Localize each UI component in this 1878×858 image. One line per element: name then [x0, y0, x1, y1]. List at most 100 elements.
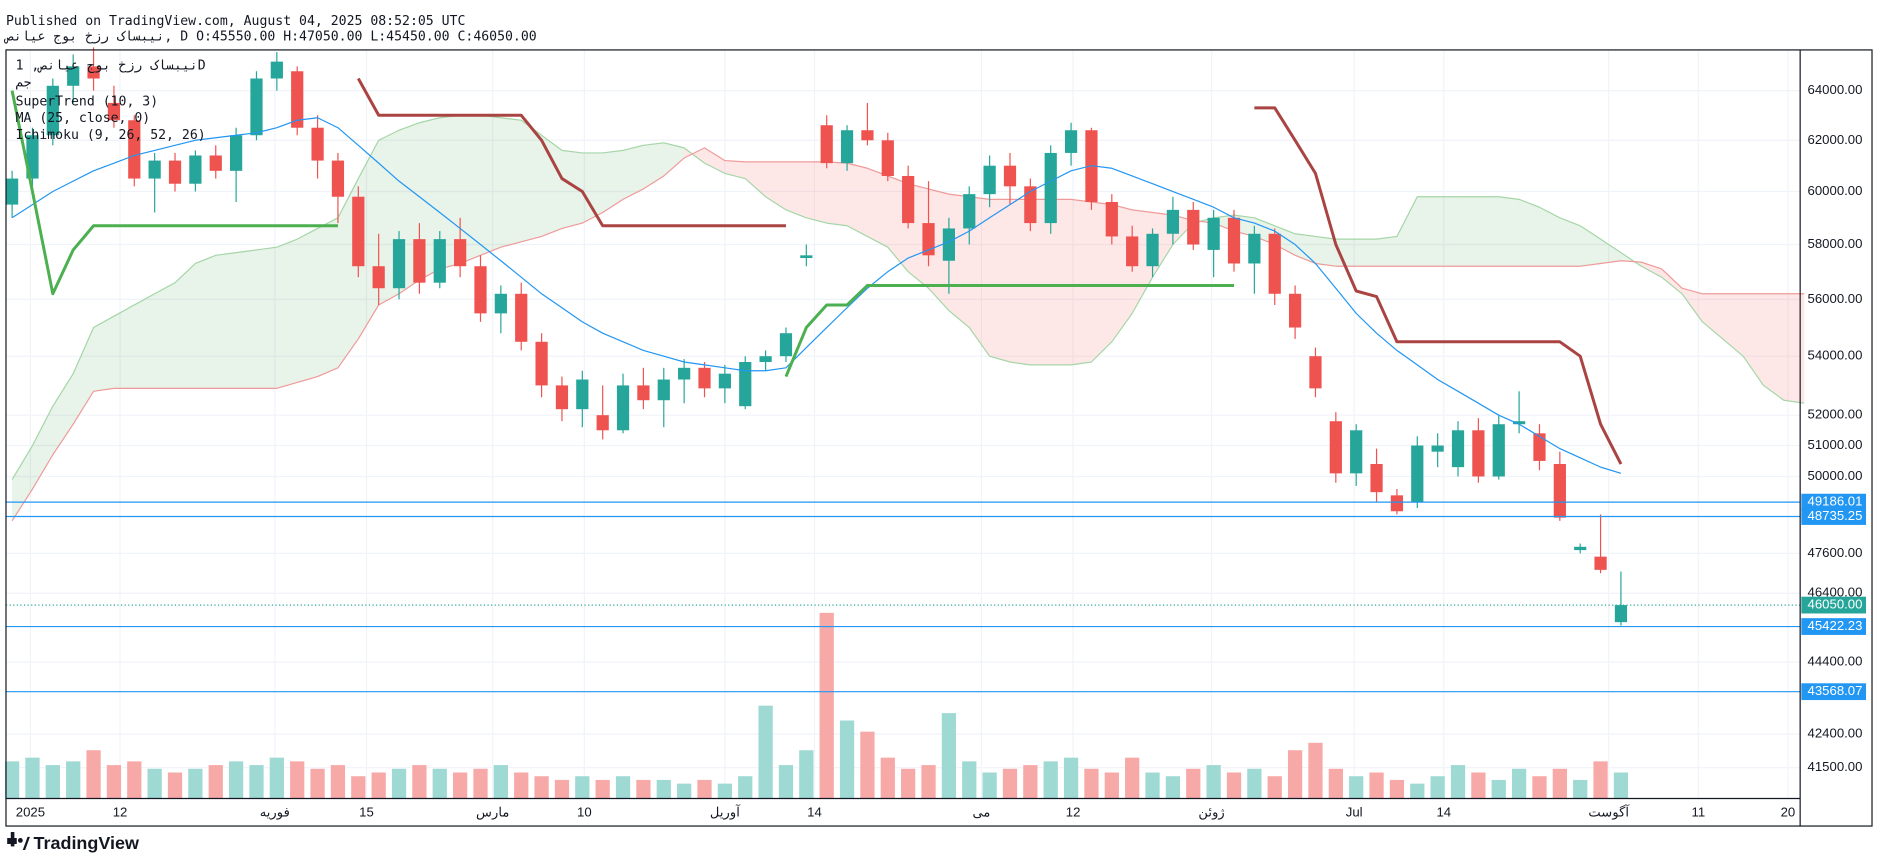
- volume-bar: [901, 768, 916, 799]
- candle-body: [1207, 217, 1220, 250]
- cloud-segment: [1315, 236, 1336, 267]
- cloud-segment: [623, 145, 644, 200]
- published-note: Published on TradingView.com, August 04,…: [6, 14, 465, 29]
- cloud-segment: [785, 161, 807, 218]
- volume-bar: [493, 765, 508, 799]
- supertrend-up: [10, 90, 1235, 378]
- volume-bar: [66, 761, 81, 799]
- symbol-ohlc: نیبساک رزخ بوج عیانص, D O:45550.00 H:470…: [3, 30, 537, 45]
- candle-body: [922, 223, 935, 256]
- volume-bar: [819, 612, 834, 799]
- candle-body: [189, 155, 202, 184]
- candle-body: [963, 194, 976, 229]
- candle-body: [576, 379, 589, 410]
- cloud-segment: [297, 228, 318, 383]
- volume-bar: [228, 761, 244, 799]
- candle-body: [372, 266, 385, 289]
- volume-bar: [799, 750, 814, 799]
- span-a-line: [11, 114, 1805, 480]
- candle-body: [759, 356, 772, 362]
- y-tick-label: 56000.00: [1808, 291, 1863, 306]
- ma-line: [11, 117, 1622, 474]
- x-tick-label: 14: [1436, 804, 1451, 819]
- candle-body: [1472, 430, 1485, 477]
- candle-body: [1553, 464, 1566, 518]
- cloud-segment: [52, 373, 74, 455]
- candle-body: [739, 361, 752, 407]
- volume-bar: [167, 772, 183, 799]
- x-tick-label: 2025: [16, 804, 45, 819]
- level-tag: [1801, 508, 1867, 525]
- cloud-segment: [928, 188, 949, 311]
- cloud-segment: [73, 327, 94, 425]
- cloud-segment: [1274, 225, 1296, 256]
- volume-bar: [4, 761, 20, 799]
- volume-bar: [351, 776, 366, 799]
- volume-bar: [188, 768, 203, 799]
- candle-body: [1594, 556, 1607, 570]
- cloud-segment: [1722, 293, 1744, 357]
- candle-body: [902, 175, 915, 224]
- candle-body: [1513, 421, 1526, 425]
- level-label: 49186.01: [1808, 494, 1863, 509]
- candle-body: [1309, 356, 1322, 389]
- level-tag: [1801, 493, 1867, 511]
- cloud-segment: [541, 135, 562, 237]
- last-price-tag: [1801, 596, 1867, 614]
- cloud-segment: [154, 282, 176, 389]
- candle-body: [1614, 605, 1628, 623]
- volume-bar: [412, 765, 427, 799]
- cloud-segment: [1682, 288, 1703, 322]
- volume-bar: [1186, 768, 1201, 799]
- candle-body: [1492, 424, 1505, 477]
- volume-bar: [921, 765, 936, 799]
- frame: [5, 49, 1873, 827]
- candle-body: [1227, 217, 1241, 264]
- cloud-segment: [969, 196, 990, 357]
- candle-body: [352, 196, 365, 267]
- cloud-segment: [1498, 196, 1520, 267]
- candle-body: [779, 333, 793, 357]
- cloud-segment: [745, 161, 766, 197]
- legend-ichimoku: Ichimoku (9, 26, 52, 26): [16, 128, 206, 143]
- volume-bar: [147, 768, 162, 799]
- candle-body: [1044, 152, 1057, 224]
- candle-body: [678, 367, 691, 380]
- cloud-segment: [480, 115, 501, 256]
- cloud-segment: [256, 247, 277, 389]
- x-tick-label: 11: [1691, 804, 1705, 819]
- volume-bar: [1104, 772, 1119, 799]
- cloud-segment: [1783, 293, 1805, 404]
- candle-body: [515, 293, 528, 342]
- candle-body: [270, 61, 283, 79]
- candle-body: [128, 120, 141, 179]
- cloud-segment: [1702, 293, 1723, 339]
- cloud-segment: [582, 152, 603, 224]
- candle-body: [861, 130, 874, 141]
- volume-bar: [1002, 768, 1018, 799]
- cloud-segment: [1009, 199, 1031, 365]
- cloud-segment: [317, 217, 338, 377]
- candle-body: [616, 385, 630, 431]
- candle-body: [392, 239, 406, 289]
- volume-bar: [880, 757, 895, 799]
- volume-bar: [575, 776, 590, 799]
- cloud-segment: [1295, 233, 1316, 264]
- cloud-segment: [1641, 262, 1662, 278]
- volume-bar: [127, 761, 142, 799]
- cloud-segment: [1600, 239, 1621, 264]
- volume-bar: [1247, 768, 1262, 799]
- last-price-label: 46050.00: [1808, 597, 1863, 612]
- volume-bar: [1613, 772, 1629, 799]
- cloud-segment: [867, 168, 888, 248]
- cloud-segment: [1661, 268, 1683, 294]
- candle-body: [1126, 236, 1139, 267]
- candle-body: [840, 130, 854, 164]
- cloud-segment: [826, 161, 848, 226]
- cloud-segment: [439, 115, 461, 269]
- cloud-segment: [847, 163, 868, 237]
- cloud-segment: [1763, 293, 1784, 401]
- cloud-segment: [704, 147, 725, 174]
- cloud-segment: [358, 140, 379, 339]
- volume-bar: [391, 768, 407, 799]
